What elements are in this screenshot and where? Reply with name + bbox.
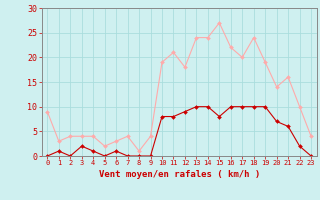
X-axis label: Vent moyen/en rafales ( km/h ): Vent moyen/en rafales ( km/h ) <box>99 170 260 179</box>
